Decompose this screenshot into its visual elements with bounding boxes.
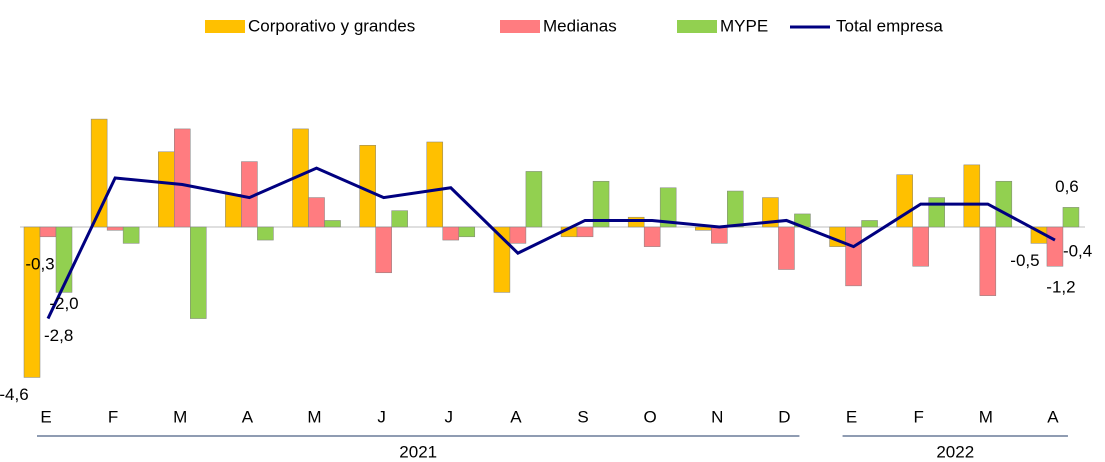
bar <box>762 197 779 228</box>
bar <box>458 226 476 238</box>
value-label: -1,2 <box>1046 278 1075 297</box>
bar <box>324 220 341 228</box>
bar <box>525 171 543 228</box>
value-label: -0,4 <box>1063 242 1092 261</box>
x-tick-label: O <box>644 407 657 426</box>
bar <box>643 226 661 247</box>
bar <box>861 220 878 228</box>
bar <box>391 210 408 228</box>
x-tick-label: J <box>377 407 386 426</box>
bar <box>896 174 913 228</box>
bar <box>257 226 274 241</box>
bar <box>711 226 728 244</box>
line-series <box>46 166 1056 320</box>
value-label: -4,6 <box>0 385 29 404</box>
bar <box>659 187 677 228</box>
x-tick-label: A <box>1047 407 1059 426</box>
value-label: -2,8 <box>44 326 73 345</box>
bar <box>158 151 175 228</box>
bar <box>106 226 124 231</box>
legend-swatch <box>677 20 717 33</box>
bar <box>995 180 1013 228</box>
bar <box>727 190 744 228</box>
bar <box>928 197 945 228</box>
bar <box>375 226 392 274</box>
bar <box>122 226 140 244</box>
x-tick-label: M <box>979 407 993 426</box>
bar <box>442 226 460 241</box>
bar <box>426 141 444 228</box>
bar <box>174 128 191 228</box>
x-tick-label: N <box>711 407 723 426</box>
x-tick-label: A <box>510 407 522 426</box>
legend-label: Total empresa <box>836 16 943 35</box>
bar <box>576 226 594 238</box>
bar <box>509 226 527 244</box>
x-tick-label: E <box>40 407 51 426</box>
value-label: -0,3 <box>25 254 54 273</box>
bar <box>1046 226 1064 267</box>
bar <box>912 226 929 267</box>
legend-swatch <box>205 20 245 33</box>
bar <box>39 226 57 238</box>
bar <box>1062 207 1080 228</box>
bar <box>979 226 997 296</box>
bar <box>23 226 41 378</box>
bar <box>190 226 207 319</box>
bar <box>963 164 981 228</box>
legend-label: Medianas <box>543 16 617 35</box>
x-tick-label: E <box>846 407 857 426</box>
group-label: 2022 <box>936 442 974 461</box>
x-tick-label: F <box>108 407 118 426</box>
bar <box>225 194 242 228</box>
x-tick-label: A <box>242 407 254 426</box>
x-tick-label: D <box>778 407 790 426</box>
group-label: 2021 <box>399 442 437 461</box>
legend-swatch <box>500 20 540 33</box>
bar <box>592 180 610 228</box>
legend-label: Corporativo y grandes <box>248 16 415 35</box>
bar <box>359 145 376 228</box>
x-tick-label: J <box>445 407 454 426</box>
bar <box>845 226 862 287</box>
value-label: -0,5 <box>1010 251 1039 270</box>
x-tick-label: M <box>173 407 187 426</box>
value-label: -2,0 <box>49 294 78 313</box>
value-label: 0,6 <box>1055 177 1079 196</box>
x-tick-label: S <box>577 407 588 426</box>
bar <box>627 216 645 228</box>
x-tick-label: M <box>307 407 321 426</box>
legend-label: MYPE <box>720 16 768 35</box>
bar <box>308 197 325 228</box>
bar <box>778 226 795 270</box>
x-tick-label: F <box>913 407 923 426</box>
